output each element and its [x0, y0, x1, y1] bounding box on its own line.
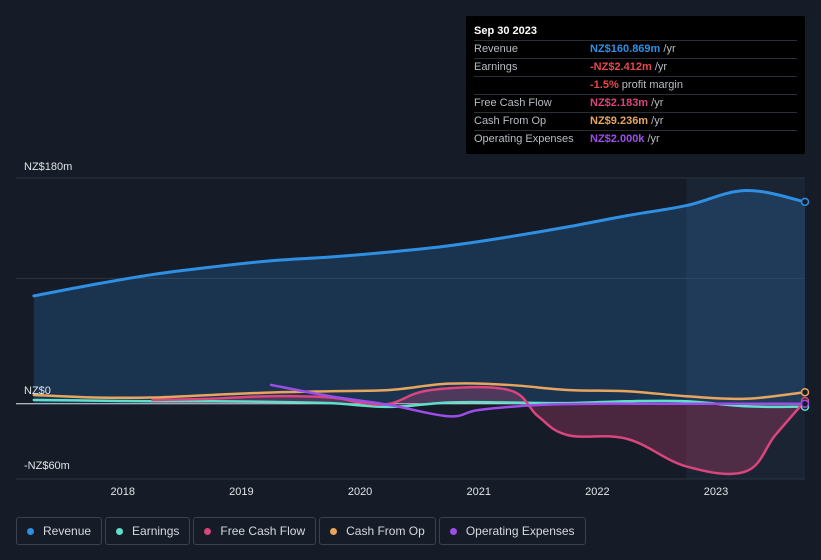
line-cash-from-op: [32, 382, 807, 401]
legend-label: Operating Expenses: [465, 524, 575, 538]
x-tick-label: 2020: [348, 486, 372, 498]
line-earnings: [32, 398, 807, 409]
forecast-band: [686, 178, 805, 479]
tooltip-row: -1.5% profit margin: [474, 76, 797, 94]
legend-item-free-cash-flow[interactable]: Free Cash Flow: [193, 517, 317, 545]
legend-dot-icon: [27, 527, 34, 535]
tooltip-row-label: Revenue: [474, 43, 519, 55]
y-tick-label-top: NZ$180m: [24, 161, 73, 173]
legend-item-earnings[interactable]: Earnings: [105, 517, 191, 545]
data-tooltip: Sep 30 2023 Revenue NZ$160.869m /yr Earnin…: [466, 16, 805, 154]
legend-label: Free Cash Flow: [220, 524, 306, 538]
y-tick-label-zero: NZ$0: [24, 385, 51, 397]
tooltip-row-label: Operating Expenses: [474, 133, 574, 145]
legend-dot-icon: [449, 527, 457, 535]
legend-item-cash-from-op[interactable]: Cash From Op: [319, 517, 436, 545]
x-tick-label: 2018: [111, 486, 135, 498]
tooltip-row: Revenue NZ$160.869m /yr: [474, 40, 797, 58]
tooltip-row-label: Free Cash Flow: [474, 97, 552, 109]
legend-label: Revenue: [43, 524, 92, 538]
y-tick-label-bottom: -NZ$60m: [24, 460, 70, 472]
tooltip-row: Free Cash Flow NZ$2.183m /yr: [474, 94, 797, 112]
line-revenue: [32, 189, 807, 298]
legend-dot-icon: [204, 527, 212, 535]
tooltip-row-value: NZ$9.236m /yr: [590, 115, 664, 127]
endpoint-revenue: [800, 197, 810, 207]
legend-label: Earnings: [132, 524, 180, 538]
tooltip-date: Sep 30 2023: [474, 25, 537, 37]
x-tick-label: 2019: [229, 486, 253, 498]
endpoint-cash-from-op: [800, 387, 810, 397]
tooltip-row: Cash From Op NZ$9.236m /yr: [474, 112, 797, 130]
line-free-cash-flow: [151, 385, 807, 476]
endpoint-operating-expenses: [800, 399, 810, 408]
x-tick-label: 2022: [585, 486, 609, 498]
tooltip-row-label: Cash From Op: [474, 115, 547, 127]
tooltip-row-value: -NZ$2.412m /yr: [590, 61, 668, 73]
tooltip-row-value: NZ$2.000k /yr: [590, 133, 660, 145]
tooltip-row-value: NZ$160.869m /yr: [590, 43, 676, 55]
legend-dot-icon: [116, 527, 124, 535]
legend: Revenue Earnings Free Cash Flow Cash From O…: [16, 517, 589, 546]
tooltip-row: Earnings -NZ$2.412m /yr: [474, 58, 797, 76]
area-free-cash-flow: [152, 387, 805, 474]
legend-label: Cash From Op: [346, 524, 425, 538]
line-operating-expenses: [269, 383, 807, 418]
legend-item-revenue[interactable]: Revenue: [16, 517, 103, 545]
tooltip-row-value: NZ$2.183m /yr: [590, 97, 664, 109]
area-revenue: [33, 190, 805, 404]
x-tick-label: 2023: [704, 486, 728, 498]
x-tick-label: 2021: [466, 486, 490, 498]
plot-background: [16, 178, 805, 479]
legend-item-operating-expenses[interactable]: Operating Expenses: [438, 517, 586, 545]
tooltip-row: Operating Expenses NZ$2.000k /yr: [474, 130, 797, 148]
tooltip-row-label: Earnings: [474, 61, 518, 73]
legend-dot-icon: [330, 527, 338, 535]
tooltip-row-value: -1.5% profit margin: [590, 79, 683, 91]
